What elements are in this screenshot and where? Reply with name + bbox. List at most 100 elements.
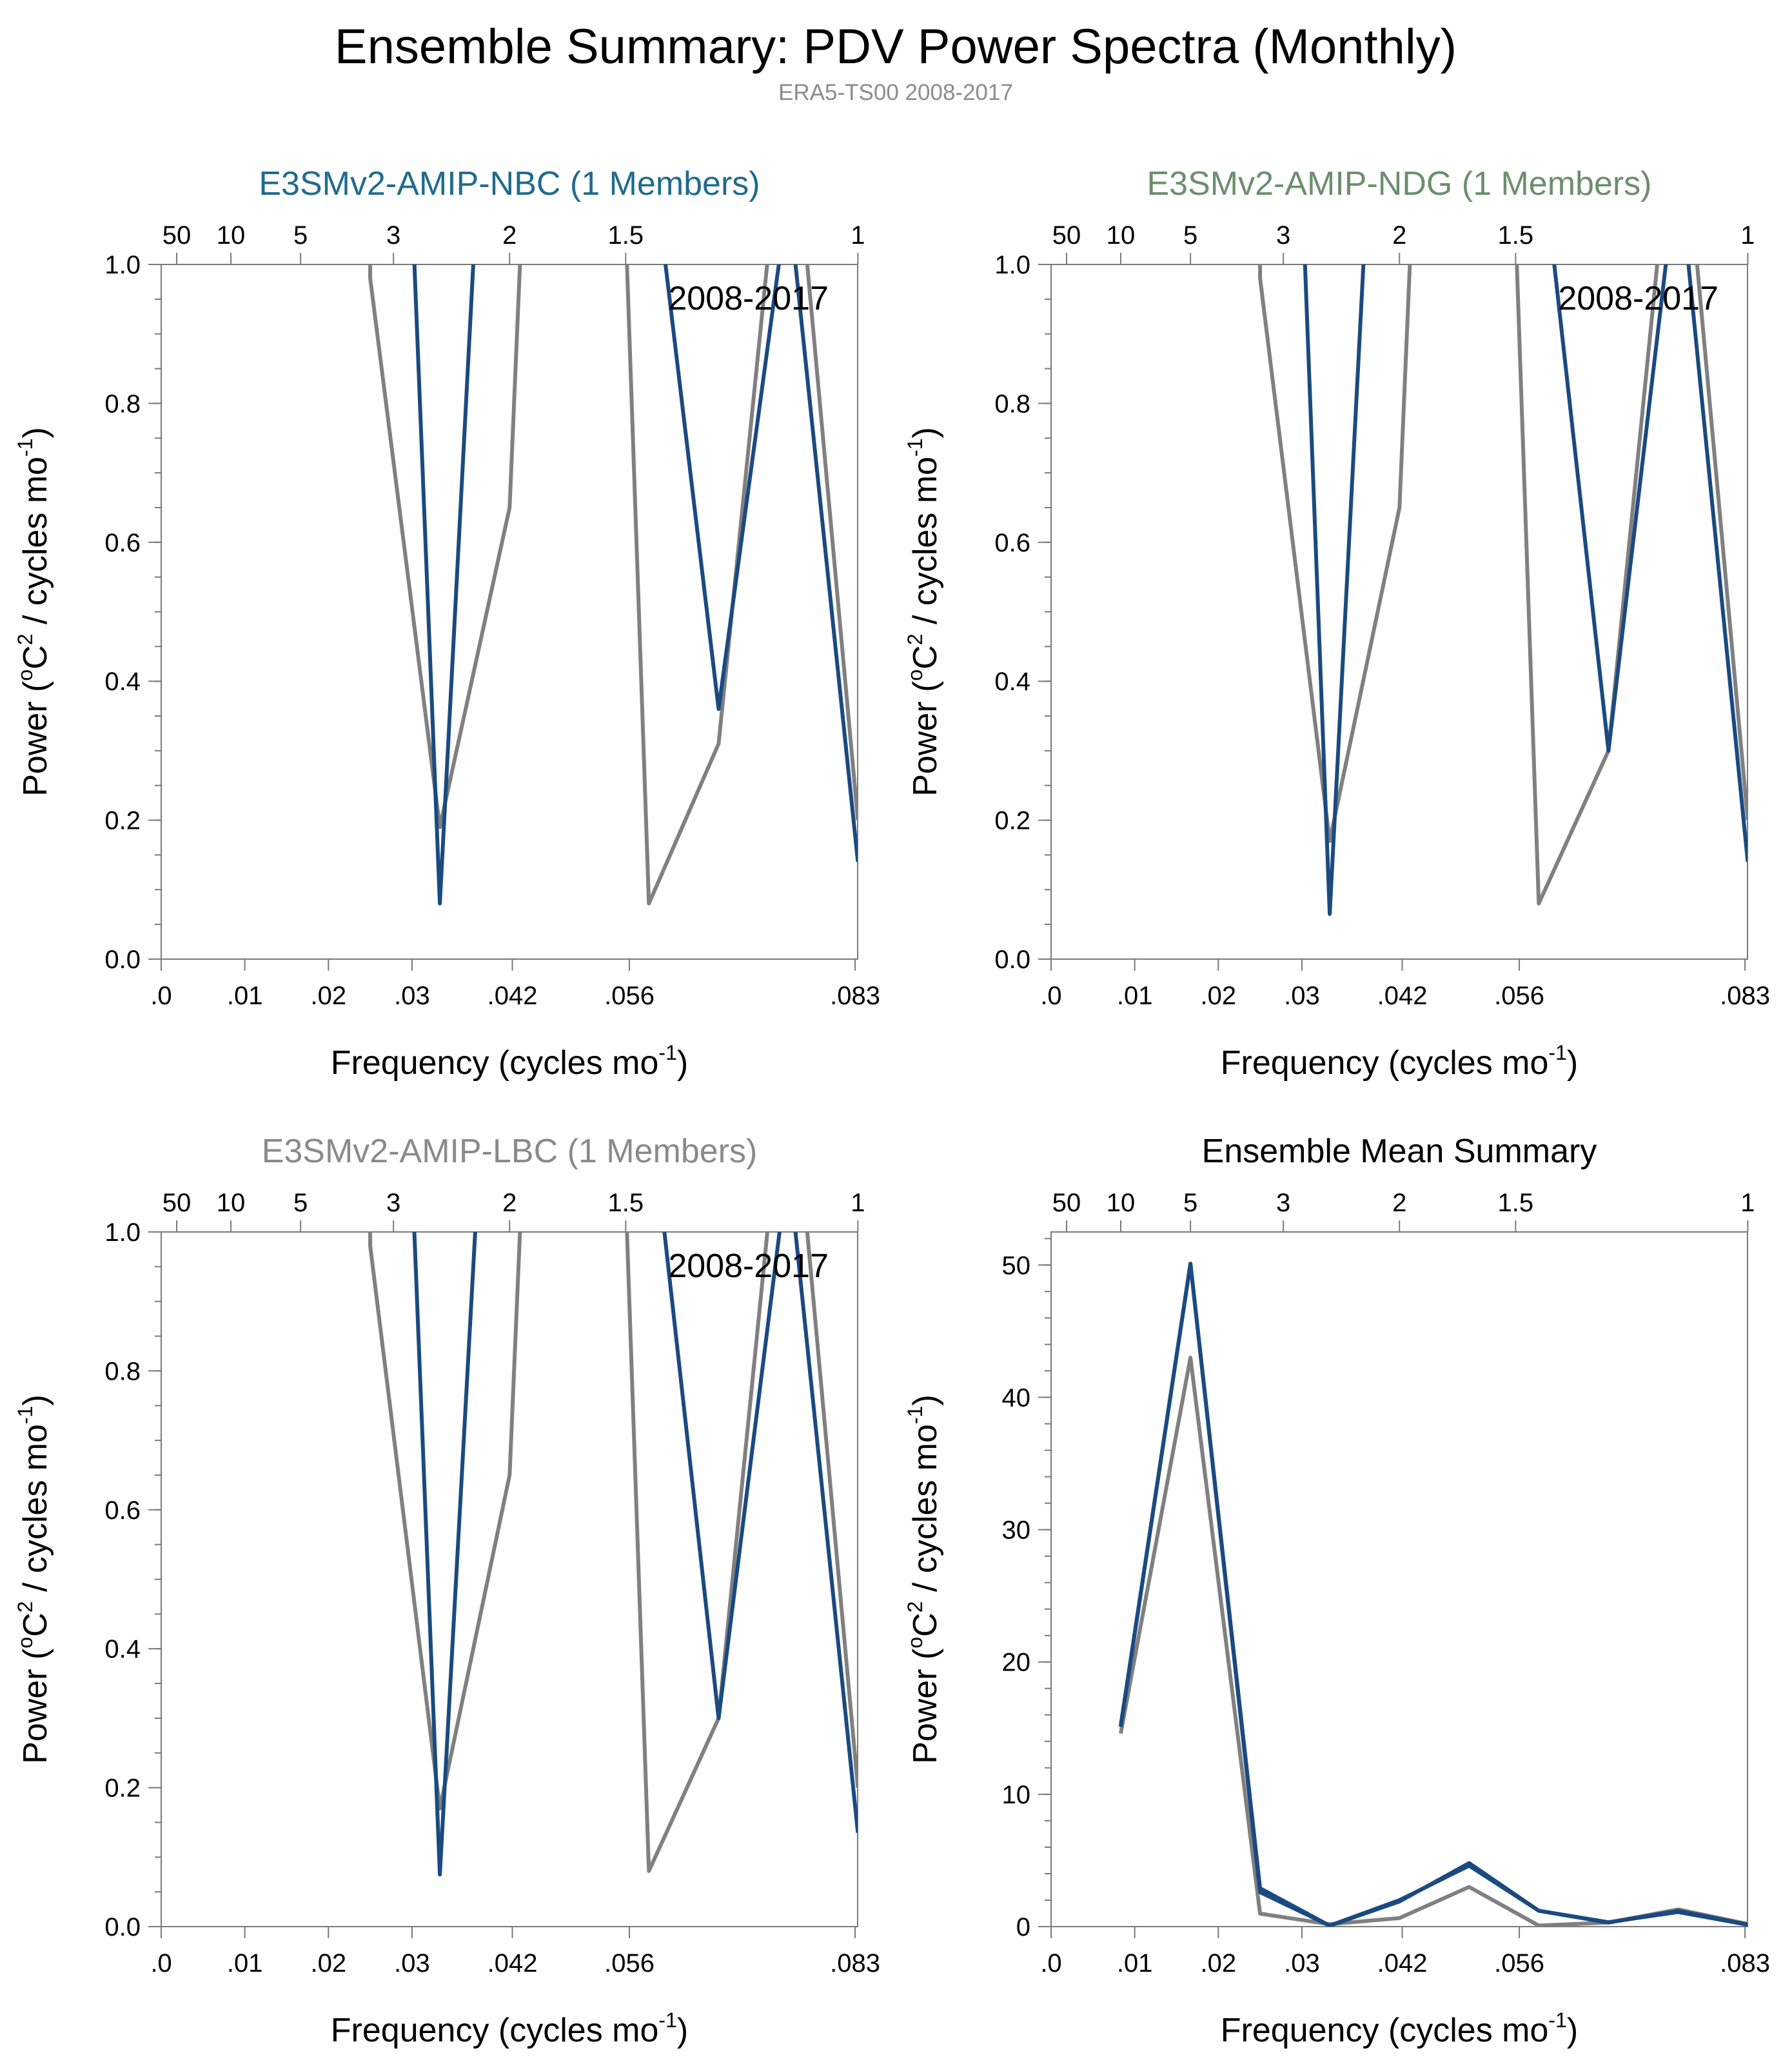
x-tick-label: .0: [1040, 982, 1061, 1010]
y-axis-label-part: / cycles mo: [17, 1424, 54, 1602]
y-tick-label: 0.4: [104, 1635, 141, 1663]
y-axis-label-part: -1: [14, 1406, 37, 1424]
observation-series-line: [1119, 1355, 1748, 1927]
y-axis-label-part: 2: [903, 1601, 927, 1612]
observation-series-line: [368, 264, 858, 906]
period-tick-label: 50: [1052, 221, 1081, 250]
x-tick-label: .01: [1117, 982, 1153, 1010]
model-series-line: [412, 264, 858, 906]
x-axis-label-sup: -1: [658, 1041, 676, 1064]
y-axis-label-part: / cycles mo: [907, 457, 944, 634]
observation-series-line: [1258, 264, 1748, 906]
y-tick-label: 1.0: [994, 251, 1030, 279]
period-tick-label: 50: [162, 221, 192, 250]
y-tick-label: 0.2: [104, 807, 141, 835]
period-tick-label: 1.5: [608, 1189, 644, 1217]
x-tick-label: .056: [604, 982, 655, 1010]
x-axis-label-end: ): [1567, 2012, 1578, 2049]
period-tick-label: 2: [1392, 221, 1406, 250]
x-tick-label: .056: [604, 1949, 655, 1978]
x-tick-label: .0: [1040, 1949, 1061, 1978]
y-axis-label-part: C: [907, 1612, 944, 1637]
plot-frame: [1050, 264, 1748, 960]
y-axis-label-part: ): [17, 1394, 54, 1405]
model-series-line: [1303, 264, 1748, 916]
y-axis-label: Power (oC2 / cycles mo-1): [903, 427, 944, 797]
x-tick-label: .042: [487, 982, 538, 1010]
y-tick-label: 0.0: [104, 1913, 141, 1941]
x-tick-label: .02: [1200, 982, 1236, 1010]
y-tick-label: 0.2: [994, 807, 1030, 835]
x-tick-label: .03: [394, 982, 430, 1010]
x-tick-label: .083: [1720, 982, 1770, 1010]
period-tick-label: 10: [1107, 1189, 1136, 1217]
x-tick-label: .03: [1284, 1949, 1320, 1978]
y-tick-label: 0.6: [104, 529, 141, 557]
period-tick-label: 2: [502, 221, 517, 250]
x-axis-label: Frequency (cycles mo-1): [1221, 1041, 1578, 1082]
y-tick-label: 50: [1002, 1251, 1031, 1280]
series-group: [1258, 264, 1748, 916]
y-axis-label-part: o: [14, 670, 37, 681]
chart-panel-1: E3SMv2-AMIP-NBC (1 Members) 0.0 0.2 0.4 0.6 0…: [14, 165, 880, 1082]
period-tick-label: 5: [1183, 1189, 1197, 1217]
x-tick-label: .02: [1200, 1949, 1236, 1978]
x-tick-label: .042: [487, 1949, 538, 1978]
x-tick-label: .056: [1494, 982, 1544, 1010]
x-tick-label: .02: [310, 1949, 346, 1978]
y-axis-label-part: o: [14, 1637, 37, 1649]
y-tick-label: 0.6: [994, 529, 1030, 557]
x-axis-label-end: ): [1567, 1044, 1578, 1082]
chart-panel-3: E3SMv2-AMIP-LBC (1 Members) 0.0 0.2 0.4 0.6 0…: [14, 1133, 880, 2049]
y-axis-label-part: ): [907, 1394, 944, 1405]
x-tick-label: .02: [310, 982, 346, 1010]
x-axis-label: Frequency (cycles mo-1): [331, 2009, 688, 2049]
y-tick-label: 0.4: [104, 668, 141, 696]
figure-subtitle: ERA5-TS00 2008-2017: [778, 80, 1013, 105]
period-tick-label: 3: [386, 221, 400, 250]
period-tick-label: 1.5: [1498, 221, 1534, 250]
y-tick-label: 40: [1002, 1384, 1031, 1412]
x-axis-label-sup: -1: [658, 2009, 676, 2032]
x-axis-label-main: Frequency (cycles mo: [1221, 1044, 1549, 1082]
period-tick-label: 1: [851, 221, 865, 250]
x-axis-label-main: Frequency (cycles mo: [331, 1044, 659, 1082]
y-axis-label-part: ): [17, 427, 54, 438]
x-tick-label: .083: [830, 1949, 880, 1978]
y-tick-label: 0.0: [104, 946, 141, 974]
period-tick-label: 1: [1740, 221, 1755, 250]
y-axis-label-part: Power (: [17, 680, 54, 797]
y-axis-label-part: 2: [903, 633, 927, 645]
x-axis-label: Frequency (cycles mo-1): [1221, 2009, 1578, 2049]
panel-title: Ensemble Mean Summary: [1202, 1133, 1597, 1170]
figure-title: Ensemble Summary: PDV Power Spectra (Mon…: [335, 19, 1457, 74]
period-tick-label: 3: [1276, 1189, 1290, 1217]
y-axis-label-part: o: [903, 1637, 927, 1649]
plot-frame: [1050, 1231, 1748, 1927]
y-axis-label-part: o: [903, 670, 927, 681]
x-tick-label: .01: [1117, 1949, 1153, 1978]
y-tick-label: 1.0: [104, 1218, 141, 1247]
y-tick-label: 0: [1016, 1913, 1030, 1941]
series-group: [368, 264, 858, 906]
y-axis-label-part: -1: [14, 439, 37, 457]
plot-frame: [161, 1231, 858, 1927]
period-tick-label: 10: [1107, 221, 1136, 250]
y-axis-label-part: C: [907, 645, 944, 670]
y-tick-label: 1.0: [104, 251, 141, 279]
x-tick-label: .01: [227, 1949, 263, 1978]
y-tick-label: 30: [1002, 1516, 1031, 1545]
panel-title: E3SMv2-AMIP-NDG (1 Members): [1147, 165, 1652, 203]
series-group: [1119, 1262, 1748, 1927]
y-tick-label: 0.8: [104, 390, 141, 418]
panel-title: E3SMv2-AMIP-NBC (1 Members): [259, 165, 760, 203]
y-axis-label-part: C: [17, 645, 54, 670]
series-group: [368, 1232, 858, 1877]
x-axis-label-main: Frequency (cycles mo: [1221, 2012, 1549, 2049]
x-axis-label-sup: -1: [1548, 1041, 1566, 1064]
period-tick-label: 3: [386, 1189, 400, 1217]
y-axis-label-part: / cycles mo: [907, 1424, 944, 1602]
period-tick-label: 5: [293, 221, 308, 250]
period-tick-label: 2: [1392, 1189, 1406, 1217]
